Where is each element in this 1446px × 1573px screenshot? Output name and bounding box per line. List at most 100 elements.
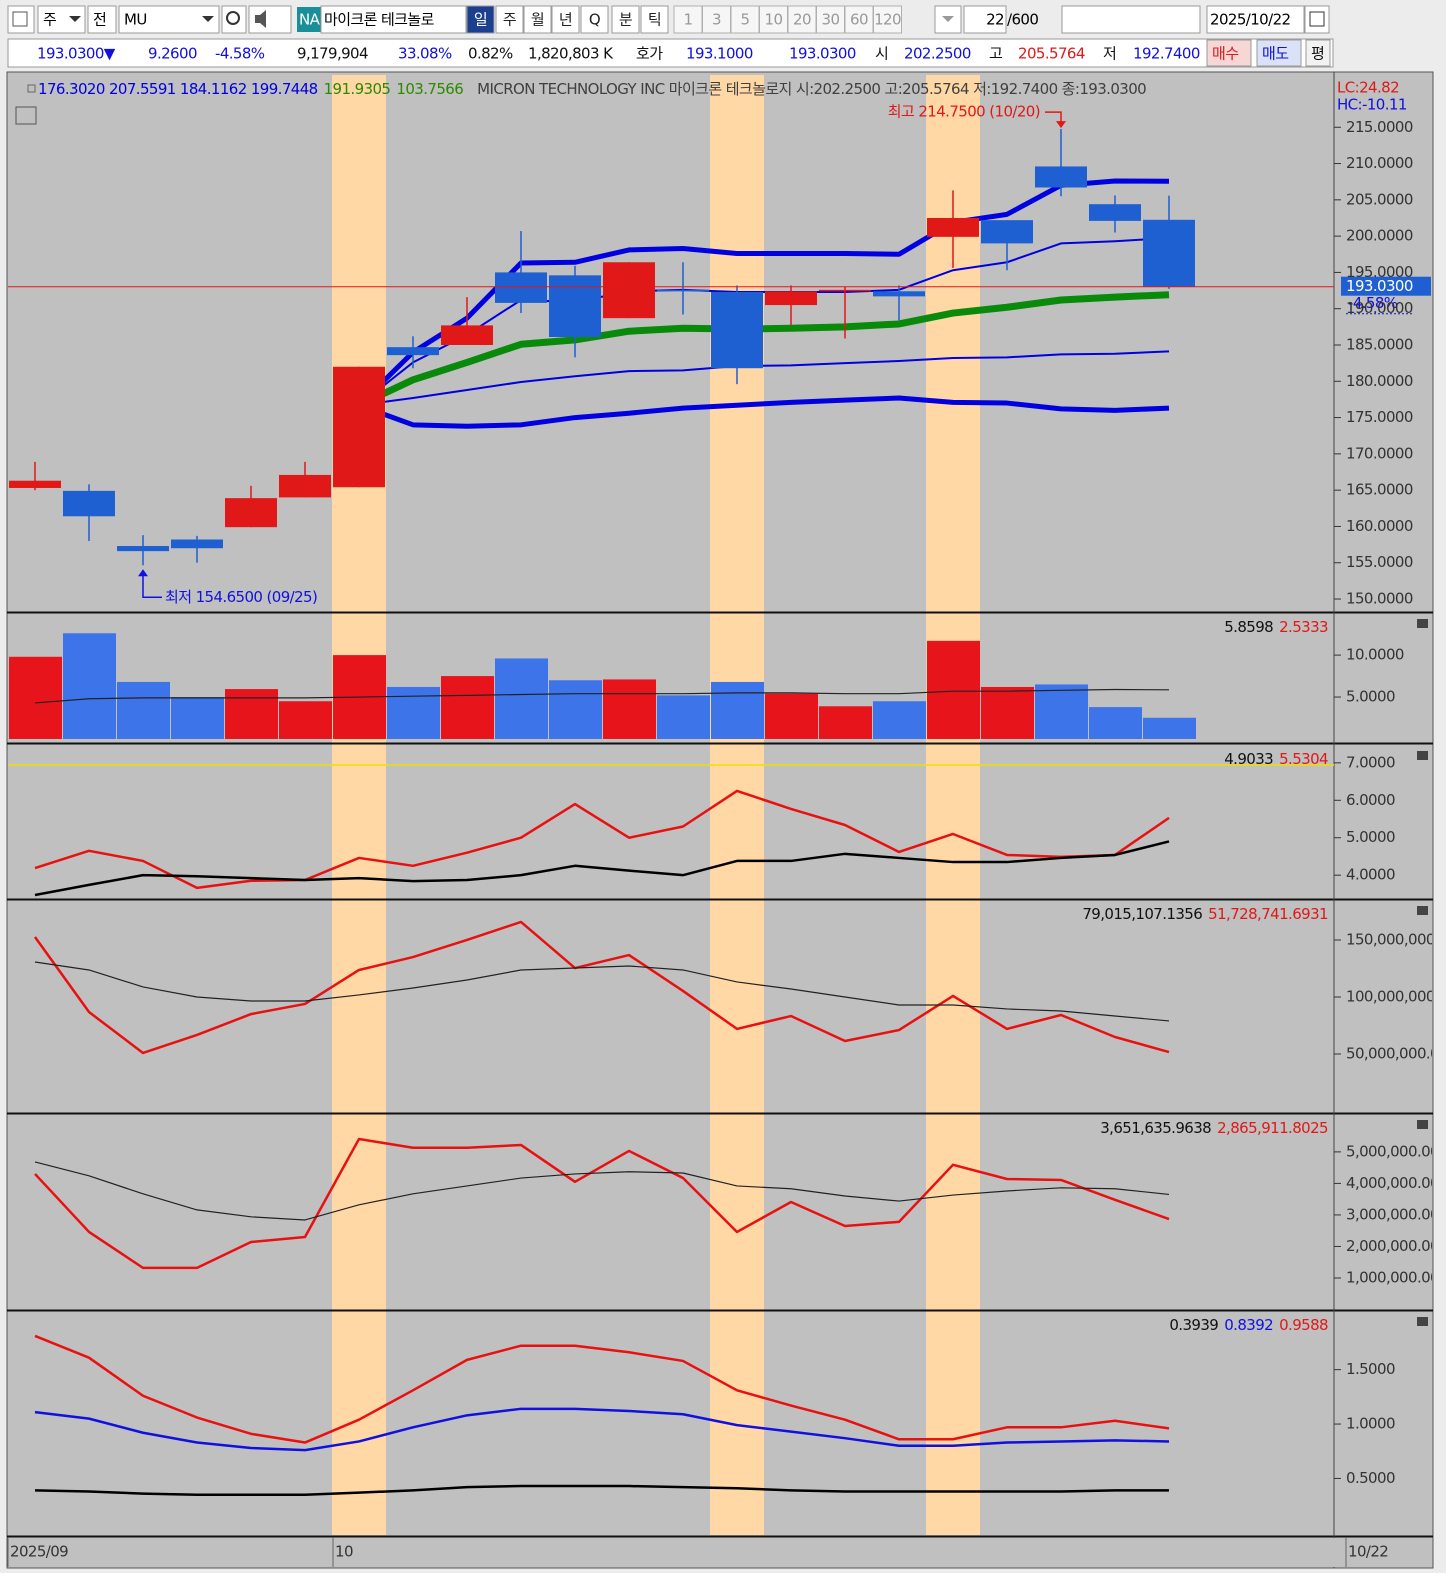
scope-button[interactable]: [87, 5, 117, 34]
candle-body: [9, 480, 61, 488]
quote-field: 고: [989, 45, 1002, 63]
candle-body: [873, 291, 925, 297]
y-tick-label: 185.0000: [1346, 335, 1413, 353]
close-panel-icon[interactable]: [1417, 1317, 1428, 1326]
x-tick-label: 10/22: [1348, 1543, 1388, 1561]
volume-bar: [387, 686, 440, 739]
minute-button[interactable]: [816, 5, 845, 34]
y-tick-label: 150.0000: [1346, 590, 1413, 608]
close-panel-icon[interactable]: [1417, 1120, 1428, 1129]
chart-header: 176.3020 207.5591 184.1162 199.7448 191.9…: [38, 80, 1146, 98]
candle-body: [819, 289, 871, 292]
high-arrow: [1045, 111, 1062, 125]
y-tick-label: 7.0000: [1346, 753, 1395, 771]
quote-field: 저: [1103, 45, 1116, 63]
candle-body: [441, 325, 493, 345]
volume-bar: [765, 693, 818, 739]
volume-bar: [63, 633, 116, 739]
low-note: 최저 154.6500 (09/25): [165, 588, 317, 606]
unit-button[interactable]: [551, 5, 580, 34]
close-panel-icon[interactable]: [1417, 619, 1428, 628]
code-input[interactable]: [118, 5, 220, 34]
y-tick-label: 205.0000: [1346, 190, 1413, 208]
quote-field: -4.58%: [215, 45, 265, 63]
candle-body: [171, 539, 223, 549]
calendar-button[interactable]: [1304, 5, 1330, 34]
minute-button[interactable]: [702, 5, 731, 34]
candle-body: [711, 292, 763, 369]
hc-label: HC:-10.11: [1337, 96, 1407, 114]
search-icon: [226, 11, 240, 25]
y-tick-label: 165.0000: [1346, 481, 1413, 499]
legend-value: 79,015,107.1356: [1082, 905, 1202, 923]
trade-button[interactable]: [1305, 39, 1331, 67]
header-segment: 103.7566: [396, 80, 463, 98]
low-arrowhead: [138, 569, 148, 577]
calendar-icon: [1309, 11, 1325, 27]
toolbar: 주 전 MU NA 마이크론 테크놀로 22 /600 2025/10/22: [7, 5, 1330, 34]
unit-button[interactable]: [611, 5, 640, 34]
trade-button[interactable]: [1256, 39, 1302, 67]
volume-bar: [549, 680, 602, 739]
legend-value: 0.8392: [1224, 1316, 1273, 1334]
unit-button[interactable]: [523, 5, 552, 34]
close-panel-icon[interactable]: [1417, 906, 1428, 915]
name-box: [320, 5, 467, 34]
quote-field: 193.0300▼: [37, 45, 116, 63]
indicator-line: [357, 291, 1170, 409]
y-tick-label: 155.0000: [1346, 553, 1413, 571]
search-button[interactable]: [221, 5, 247, 34]
quote-field: 33.08%: [398, 45, 452, 63]
candle-body: [225, 498, 277, 528]
candle-body: [117, 546, 169, 552]
y-tick-label: 190.0000: [1346, 299, 1413, 317]
y-tick-label: 100,000,000.0000: [1346, 987, 1446, 1005]
minute-button[interactable]: [759, 5, 788, 34]
indicator-line: [34, 1334, 1170, 1444]
y-tick-label: 200.0000: [1346, 227, 1413, 245]
minute-button[interactable]: [730, 5, 760, 34]
price-axis: 215.0000 210.0000 205.0000 200.0000 195.0000…: [1334, 118, 1446, 1487]
highlight-band: [926, 75, 980, 1535]
quote-row: 193.0300▼ 9.2600 -4.58% 9,179,904 33.08% 0.82…: [37, 39, 1331, 67]
date-box[interactable]: [1206, 5, 1305, 34]
x-tick-label: 2025/09: [10, 1543, 68, 1561]
y-tick-label: 4,000,000.0000: [1346, 1174, 1446, 1192]
volume-bar: [1035, 684, 1088, 739]
trade-button[interactable]: [1206, 39, 1252, 67]
unit-button[interactable]: [640, 5, 669, 34]
date: 2025/10/22: [1210, 11, 1291, 29]
indicator-line: [34, 1137, 1170, 1270]
indicator-line: [34, 688, 1170, 704]
close-panel-icon[interactable]: [1417, 751, 1428, 760]
minute-button[interactable]: [673, 5, 703, 34]
volume-bar: [603, 679, 656, 739]
panel-legend: 3,651,635.9638 2,865,911.8025: [1100, 1119, 1328, 1137]
x-axis-strip: [8, 1538, 1432, 1567]
price-tag: 193.0300: [1346, 277, 1413, 295]
indicator-line: [34, 1161, 1170, 1221]
count: 22: [986, 11, 1004, 29]
minute-button[interactable]: [873, 5, 902, 34]
volume-bar: [279, 701, 332, 739]
unit-buttons: 일 주 월 년 Q 분 틱 1 3 5 10 20 30 60 120: [466, 5, 902, 34]
volume-bar: [1089, 707, 1142, 739]
minute-button[interactable]: [787, 5, 817, 34]
volume-bar: [819, 706, 872, 739]
menu-button[interactable]: [7, 5, 35, 34]
unit-button[interactable]: [466, 5, 495, 34]
legend-value: 51,728,741.6931: [1208, 905, 1328, 923]
header-segment: 191.9305: [324, 80, 391, 98]
candle-body: [63, 490, 115, 517]
unit-button[interactable]: [580, 5, 609, 34]
minute-label: 60: [850, 11, 868, 29]
header-segment: 176.3020 207.5591 184.1162 199.7448: [38, 80, 318, 98]
legend-value: 2,865,911.8025: [1217, 1119, 1328, 1137]
indicator-line: [357, 178, 1170, 408]
candle-body: [657, 289, 709, 292]
count-max: /600: [1007, 11, 1038, 29]
count-box[interactable]: [963, 5, 1007, 34]
volume-bar: [873, 701, 926, 739]
unit-button[interactable]: [495, 5, 524, 34]
tool-icons[interactable]: [1061, 5, 1201, 34]
